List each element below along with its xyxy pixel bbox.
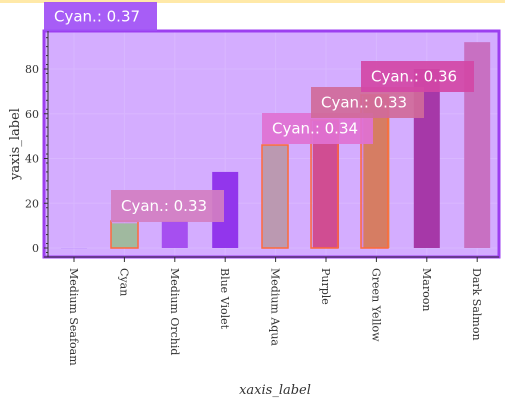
x-tick-label: Blue Violet bbox=[218, 268, 231, 330]
top-accent-line bbox=[0, 0, 505, 3]
x-tick-label: Medium Aqua bbox=[269, 268, 282, 346]
x-tick-label: Maroon bbox=[420, 268, 433, 311]
x-tick-label: Purple bbox=[319, 268, 332, 305]
detection-box bbox=[110, 220, 139, 249]
bar bbox=[161, 221, 188, 248]
bar bbox=[61, 248, 87, 249]
y-tick-label: 0 bbox=[32, 242, 39, 255]
y-tick-label: 60 bbox=[25, 108, 39, 121]
detection-label-bg bbox=[44, 2, 157, 31]
detection-label-bg bbox=[111, 190, 224, 222]
bar bbox=[262, 145, 289, 248]
x-tick-label: Cyan bbox=[117, 268, 130, 296]
detection-label-bg bbox=[361, 61, 474, 92]
detection-label-bg bbox=[262, 113, 373, 144]
bar bbox=[111, 223, 138, 248]
x-axis: Medium Seafoam Cyan Medium Orchid Blue Viol… bbox=[44, 256, 499, 366]
x-tick-label: Medium Orchid bbox=[168, 268, 181, 355]
detection-label-text: Cyan.: 0.33 bbox=[121, 197, 207, 215]
detection-label-text: Cyan.: 0.33 bbox=[321, 94, 407, 112]
detection-label-text: Cyan.: 0.37 bbox=[54, 8, 140, 26]
x-tick-label: Green Yellow bbox=[369, 268, 382, 342]
detection-label-text: Cyan.: 0.34 bbox=[272, 120, 358, 138]
y-axis: 0 20 40 60 80 bbox=[25, 31, 49, 257]
detection-box bbox=[261, 144, 289, 249]
x-tick-label: Dark Salmon bbox=[470, 268, 483, 341]
x-axis-title: xaxis_label bbox=[239, 383, 311, 398]
y-axis-title: yaxis_label bbox=[8, 108, 23, 181]
y-tick-label: 40 bbox=[25, 153, 39, 166]
detection-label-text: Cyan.: 0.36 bbox=[371, 68, 457, 86]
detection-labels: Cyan.: 0.37 Cyan.: 0.33 Cyan.: 0.34 Cyan.: … bbox=[44, 2, 474, 222]
y-tick-label: 80 bbox=[25, 63, 39, 76]
detection-label-bg bbox=[311, 87, 424, 118]
y-tick-label: 20 bbox=[25, 197, 39, 210]
x-tick-label: Medium Seafoam bbox=[67, 268, 80, 366]
